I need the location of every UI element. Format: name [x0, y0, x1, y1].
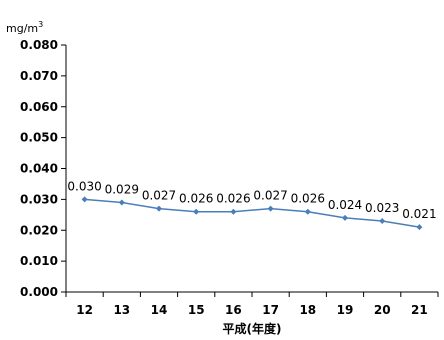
x-tick-label: 15 — [188, 303, 205, 317]
data-point — [81, 196, 88, 203]
data-label: 0.026 — [216, 192, 250, 206]
x-tick-label: 16 — [225, 303, 242, 317]
x-tick-label: 14 — [151, 303, 168, 317]
y-tick-label: 0.080 — [20, 38, 58, 52]
y-tick-label: 0.010 — [20, 254, 58, 268]
x-axis-ticks: 12 13 14 15 16 17 18 19 20 21 — [65, 292, 439, 317]
x-tick-label: 12 — [76, 303, 93, 317]
data-point — [267, 205, 274, 212]
series-group: 0.030 0.029 0.027 0.026 0.026 0.027 0.026 0.024… — [67, 179, 437, 231]
data-point — [193, 208, 200, 215]
y-tick-label: 0.060 — [20, 100, 58, 114]
x-tick-label: 18 — [299, 303, 316, 317]
data-point — [379, 217, 386, 224]
series-line — [84, 198, 420, 228]
data-label: 0.021 — [402, 207, 436, 221]
data-label: 0.027 — [142, 189, 176, 203]
x-tick-label: 13 — [113, 303, 130, 317]
x-tick-label: 19 — [337, 303, 354, 317]
data-label: 0.026 — [291, 192, 325, 206]
data-label: 0.030 — [67, 179, 101, 193]
data-label: 0.027 — [253, 189, 287, 203]
y-tick-label: 0.050 — [20, 131, 58, 145]
data-label: 0.026 — [179, 192, 213, 206]
y-tick-label: 0.000 — [20, 285, 58, 299]
y-tick-label: 0.040 — [20, 162, 58, 176]
data-label: 0.023 — [365, 201, 399, 215]
x-tick-label: 17 — [262, 303, 279, 317]
data-point — [416, 224, 423, 231]
y-axis-unit: mg/m3 — [6, 20, 43, 35]
data-label: 0.029 — [105, 182, 139, 196]
y-tick-label: 0.070 — [20, 69, 58, 83]
x-tick-label: 20 — [374, 303, 391, 317]
data-point — [342, 214, 348, 221]
data-label: 0.024 — [328, 198, 362, 212]
x-tick-label: 21 — [411, 303, 428, 317]
y-tick-label: 0.030 — [20, 192, 58, 206]
data-point — [230, 208, 237, 215]
y-axis-ticks: 0.000 0.010 0.020 0.030 0.040 0.050 0.060 0.070… — [20, 38, 66, 299]
data-point — [118, 199, 125, 206]
x-axis-title: 平成(年度) — [223, 321, 282, 336]
data-point — [156, 205, 162, 212]
data-point — [304, 208, 311, 215]
y-tick-label: 0.020 — [20, 223, 58, 237]
